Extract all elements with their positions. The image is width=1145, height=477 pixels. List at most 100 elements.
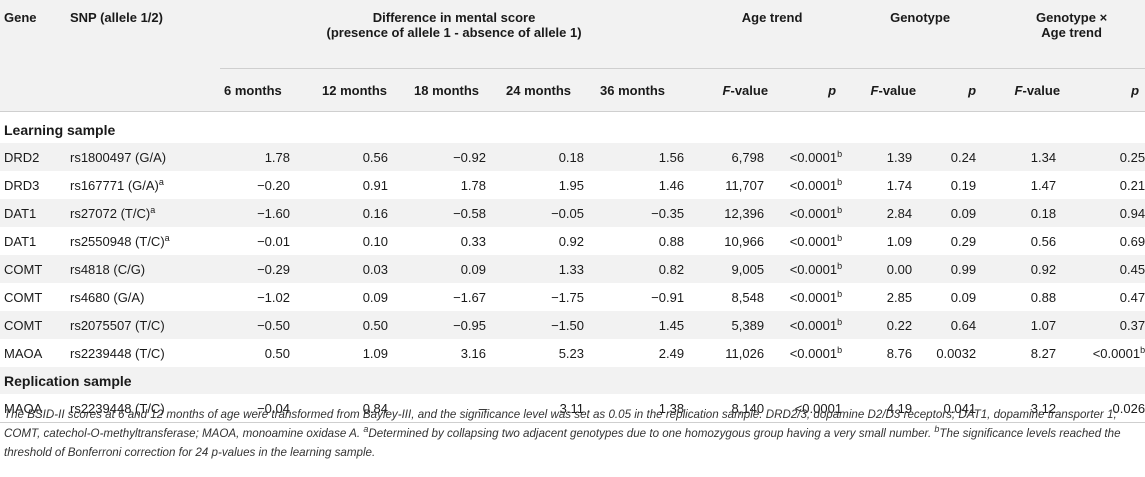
cell-6-months-value: −0.29 <box>257 261 290 277</box>
cell-gen-p: 0.09 <box>916 199 985 227</box>
cell-age-f-value: 6,798 <box>731 149 765 165</box>
cell-gen-f-value: 1.09 <box>886 233 913 249</box>
cell-6-months: −0.29 <box>220 255 294 283</box>
cell-snp-value: rs27072 (T/C) <box>70 205 151 221</box>
cell-18-months-value: – <box>478 400 486 416</box>
cell-gen-f: 2.85 <box>842 283 916 311</box>
cell-gxa-f: 0.18 <box>984 199 1061 227</box>
header-6-months: 6 months <box>220 68 294 112</box>
table-row: MAOA rs2239448 (T/C) −0.04 0.84 – 3.11 1.38 8,1… <box>0 394 1145 423</box>
cell-gxa-f-value: 0.92 <box>1030 261 1057 277</box>
cell-gxa-f-value: 1.07 <box>1030 317 1057 333</box>
cell-gen-f: 4.19 <box>842 394 917 423</box>
replication-rows: MAOA rs2239448 (T/C) −0.04 0.84 – 3.11 1.38 8,1… <box>0 394 1145 423</box>
cell-12-months-value: 1.09 <box>362 345 388 361</box>
cell-age-f: 8,140 <box>688 394 769 423</box>
cell-gen-f-value: 1.74 <box>886 177 913 193</box>
cell-18-months: −1.67 <box>392 283 490 311</box>
header-gxa-p: p <box>1060 68 1145 112</box>
cell-gen-p-value: 0.09 <box>950 205 977 221</box>
header-age-trend: Age trend <box>688 0 843 69</box>
cell-age-p: <0.0001b <box>768 227 842 255</box>
cell-12-months-value: 0.56 <box>362 149 388 165</box>
cell-12-months-value: 0.09 <box>362 289 388 305</box>
cell-age-f-value: 8,548 <box>731 289 765 305</box>
cell-36-months: 1.46 <box>588 171 688 199</box>
cell-6-months: −0.04 <box>220 394 294 423</box>
cell-gene-value: MAOA <box>4 400 43 416</box>
cell-36-months: 1.38 <box>588 394 689 423</box>
cell-12-months-value: 0.03 <box>362 261 388 277</box>
cell-gxa-p: 0.94 <box>1060 199 1145 227</box>
footnote-marker: b <box>837 316 843 327</box>
cell-snp-value: rs2239448 (T/C) <box>70 400 165 416</box>
cell-24-months-value: −1.50 <box>551 317 584 333</box>
cell-gen-f-value: 4.19 <box>886 400 913 416</box>
cell-snp: rs4818 (C/G) <box>70 255 220 283</box>
cell-36-months-value: 0.88 <box>658 233 685 249</box>
cell-12-months: 0.50 <box>294 311 392 339</box>
cell-18-months-value: −0.92 <box>453 149 486 165</box>
cell-12-months: 0.10 <box>294 227 392 255</box>
cell-gen-f: 1.09 <box>842 227 916 255</box>
cell-age-f: 5,389 <box>688 311 769 339</box>
cell-age-p-value: <0.0001 <box>789 149 838 165</box>
cell-gen-p-value: 0.09 <box>950 289 977 305</box>
cell-gene-value: DAT1 <box>4 205 37 221</box>
cell-snp-value: rs2239448 (T/C) <box>70 345 165 361</box>
cell-18-months: 3.16 <box>392 339 490 367</box>
cell-gen-f: 0.22 <box>842 311 917 339</box>
cell-24-months-value: 1.33 <box>558 261 584 277</box>
cell-6-months-value: −0.20 <box>257 177 290 193</box>
cell-gene: DRD2 <box>0 143 70 171</box>
cell-36-months-value: −0.35 <box>651 205 685 221</box>
cell-gene-value: MAOA <box>4 345 43 361</box>
header-genotype: Genotype <box>842 0 985 69</box>
cell-snp-value: rs4818 (C/G) <box>70 261 146 277</box>
cell-gxa-p-value: 0.69 <box>1119 233 1145 249</box>
cell-gen-f-value: 2.84 <box>886 205 913 221</box>
cell-18-months: 1.78 <box>392 171 490 199</box>
cell-gxa-f: 8.27 <box>984 339 1060 367</box>
cell-age-f-value: 5,389 <box>731 317 765 333</box>
table-row: DAT1 rs2550948 (T/C)a −0.01 0.10 0.33 0.92 0.8… <box>0 227 1145 255</box>
cell-6-months: −0.20 <box>220 171 294 199</box>
cell-6-months-value: −1.02 <box>257 289 290 305</box>
cell-24-months-value: −1.75 <box>551 289 584 305</box>
cell-age-f-value: 10,966 <box>724 233 765 249</box>
cell-6-months-value: −0.04 <box>257 400 290 416</box>
cell-6-months: 0.50 <box>220 339 294 367</box>
cell-18-months: −0.92 <box>392 143 490 171</box>
cell-gen-p-value: 0.29 <box>950 233 977 249</box>
cell-36-months: 1.56 <box>588 143 689 171</box>
cell-gen-f: 8.76 <box>842 339 916 367</box>
cell-36-months-value: 1.46 <box>658 177 685 193</box>
cell-age-p: <0.0001b <box>768 311 843 339</box>
cell-age-p-value: <0.0001 <box>789 177 838 193</box>
header-gxa-line1: Genotype × <box>1036 10 1108 25</box>
section-replication: Replication sample <box>0 367 1145 394</box>
cell-24-months: −1.75 <box>490 283 588 311</box>
cell-gen-f: 1.74 <box>842 171 916 199</box>
cell-24-months-value: 1.95 <box>558 177 584 193</box>
cell-36-months-value: 1.45 <box>658 317 685 333</box>
cell-18-months: 0.33 <box>392 227 490 255</box>
cell-gen-p: 0.29 <box>916 227 984 255</box>
header-row-2: 6 months 12 months 18 months 24 months 3… <box>0 68 1145 112</box>
cell-age-p-value: <0.0001 <box>794 400 843 416</box>
cell-18-months: −0.95 <box>392 311 490 339</box>
cell-gxa-f-value: 8.27 <box>1030 345 1057 361</box>
cell-gen-p: 0.0032 <box>916 339 984 367</box>
cell-36-months-value: 1.56 <box>658 149 685 165</box>
cell-age-f: 8,548 <box>688 283 768 311</box>
cell-6-months: −1.02 <box>220 283 294 311</box>
table-row: COMT rs2075507 (T/C) −0.50 0.50 −0.95 −1.50 1.… <box>0 311 1145 339</box>
footnote-marker: b <box>837 204 843 215</box>
cell-gen-p: 0.09 <box>916 283 984 311</box>
cell-12-months-value: 0.16 <box>362 205 388 221</box>
cell-gen-p: 0.19 <box>916 171 984 199</box>
cell-gxa-f: 0.92 <box>984 255 1061 283</box>
cell-gene: COMT <box>0 255 70 283</box>
footnote-marker: b <box>837 176 843 187</box>
